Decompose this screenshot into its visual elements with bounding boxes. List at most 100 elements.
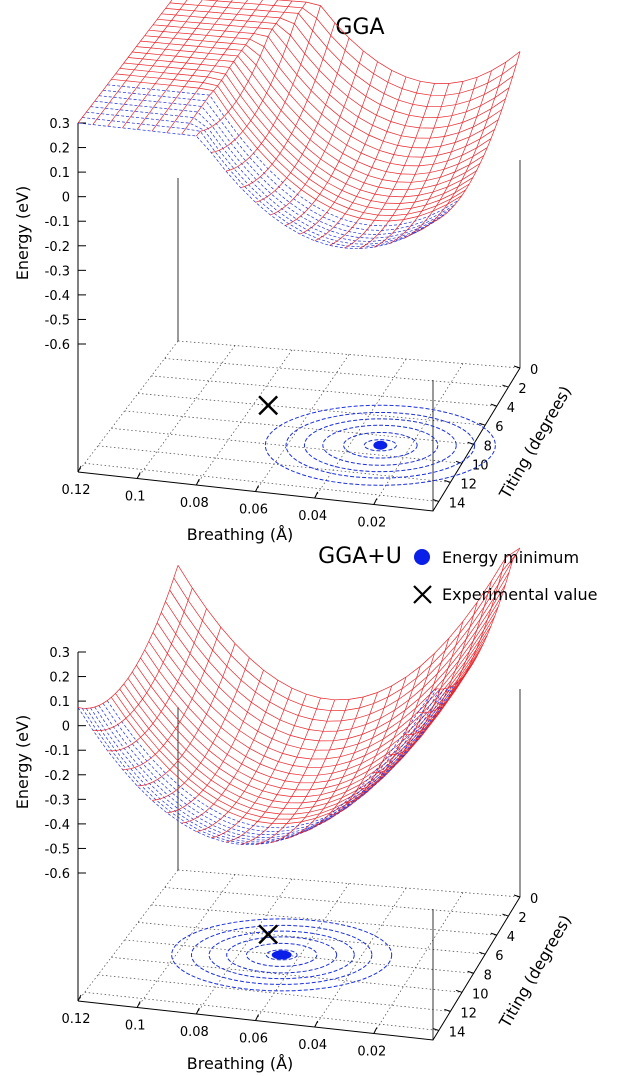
x-tick-label: 0.02 (357, 1045, 386, 1060)
energy-surface (77, 0, 521, 249)
experimental-cross-stroke (258, 395, 279, 416)
floor-contours (171, 918, 393, 992)
y-tick-label: 8 (484, 439, 492, 454)
y-tick (490, 932, 497, 936)
z-tick-label: -0.4 (45, 818, 70, 833)
floor-grid (77, 340, 521, 512)
floor-grid-line (136, 874, 236, 1008)
floor-grid-line (164, 887, 509, 917)
floor-contours (264, 404, 496, 486)
surface-mesh-line (77, 0, 173, 124)
surface-mesh-line (373, 81, 464, 248)
z-tick-label: 0 (62, 191, 70, 206)
z-tick-label: 0.2 (49, 671, 70, 686)
y-tick-label: 12 (460, 477, 477, 492)
surface-mesh-line (136, 0, 233, 130)
surface-mesh-line (240, 699, 336, 845)
floor-grid-line (177, 340, 521, 369)
z-tick-label: 0 (62, 720, 70, 735)
z-tick-label: -0.1 (45, 215, 70, 230)
contour-ring (190, 924, 373, 985)
surface-mesh-line (107, 608, 207, 752)
x-tick-label: 0.08 (180, 496, 209, 511)
floor-grid-line (84, 991, 439, 1031)
z-axis-label: Energy (eV) (13, 186, 32, 280)
y-tick-label: 12 (460, 1006, 477, 1021)
legend-experimental-value-label: Experimental value (442, 585, 597, 604)
z-tick-label: -0.2 (45, 769, 70, 784)
surface-mesh-line (127, 57, 477, 198)
floor-grid-line (111, 956, 463, 993)
z-tick-label: -0.1 (45, 744, 70, 759)
floor-grid-line (151, 904, 497, 936)
surface-mesh-line (403, 70, 492, 239)
surface-mesh-line (285, 692, 378, 840)
contour-ring (303, 418, 457, 473)
y-tick (467, 441, 474, 445)
surface-mesh-line (122, 0, 218, 129)
gga-surface-plot: 0.3 0.2 0.1 0 -0.1 -0.2 -0.3 -0.4 -0.5 -0.6 Energy… (13, 0, 575, 544)
contour-ring (322, 424, 439, 466)
surface-mesh-line (388, 602, 478, 755)
floor-grid-line (77, 869, 179, 1002)
z-axis-label: Energy (eV) (13, 715, 32, 809)
z-tick-label: -0.4 (45, 289, 70, 304)
energy-minimum-legend-marker (414, 549, 430, 565)
x-tick (255, 1014, 259, 1021)
contour-ring (226, 936, 338, 974)
surface-mesh-line (225, 697, 321, 843)
contour-ring (245, 942, 318, 967)
contour-ring (343, 431, 418, 459)
z-tick-label: 0.3 (49, 117, 70, 132)
z-tick-label: -0.5 (45, 842, 70, 857)
y-tick (467, 970, 474, 974)
z-tick-label: -0.3 (45, 264, 70, 279)
x-tick-label: 0.12 (62, 1012, 91, 1027)
y-tick (513, 365, 521, 369)
surface-mesh-line (432, 51, 521, 223)
surface-mesh-line (388, 77, 478, 245)
surface-mesh-line (181, 680, 279, 824)
surface-mesh-line (196, 688, 293, 832)
y-tick-label: 14 (449, 496, 466, 511)
surface-mesh-line (255, 37, 350, 203)
contour-ring (208, 930, 355, 980)
surface-mesh-line (94, 100, 448, 239)
x-tick-label: 0.08 (180, 1025, 209, 1040)
surface-mesh-line (148, 616, 495, 768)
x-tick (77, 465, 82, 473)
surface-mesh-line (314, 676, 407, 826)
surface-mesh-line (166, 669, 264, 814)
x-tick-label: 0.06 (239, 1032, 268, 1047)
surface-mesh-line (123, 62, 474, 204)
z-tick-label: -0.2 (45, 240, 70, 255)
surface-mesh-line (255, 699, 350, 845)
x-axis-label: Breathing (Å) (187, 1054, 294, 1073)
surface-mesh-line (329, 666, 421, 816)
y-tick (479, 951, 486, 955)
floor-grid-line (164, 358, 509, 388)
surface-mesh-line (90, 106, 445, 242)
contour-ring (171, 918, 393, 992)
surface-mesh-line (151, 0, 248, 132)
y-tick-label: 14 (449, 1025, 466, 1040)
y-tick-label: 0 (530, 892, 538, 907)
experimental-cross-stroke (258, 924, 279, 945)
floor-grid-line (136, 345, 236, 479)
legend: Energy minimum Experimental value (413, 548, 597, 604)
experimental-value-marker (258, 395, 279, 416)
x-tick (314, 1020, 319, 1028)
z-tick-label: 0.2 (49, 142, 70, 157)
surface-mesh-line (92, 587, 193, 731)
y-tick (455, 460, 463, 464)
y-tick (432, 498, 439, 502)
chart-title: GGA+U (318, 544, 402, 569)
x-tick (136, 1001, 141, 1008)
y-tick-label: 4 (507, 401, 515, 416)
surface-mesh-line (299, 70, 393, 235)
contour-ring (265, 949, 298, 961)
z-tick-label: 0.1 (49, 695, 70, 710)
floor-grid-line (97, 974, 451, 1012)
chart-title: GGA (335, 15, 384, 40)
surface-mesh-line (358, 83, 450, 249)
